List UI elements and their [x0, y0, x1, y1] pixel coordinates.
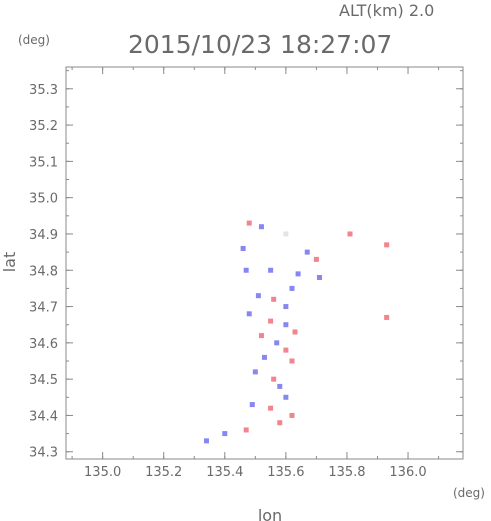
radar-cell: [222, 431, 228, 437]
altitude-label: ALT(km) 2.0: [339, 1, 434, 20]
radar-cell: [283, 347, 289, 353]
radar-cell: [262, 354, 267, 360]
radar-cell: [277, 383, 283, 389]
x-tick-label: 135.4: [206, 465, 243, 480]
radar-cell: [271, 296, 277, 302]
y-tick-label: 35.0: [29, 192, 58, 207]
radar-cell: [252, 369, 258, 375]
radar-cell: [243, 267, 249, 273]
x-tick-label: 135.0: [84, 465, 121, 480]
y-tick-label: 34.7: [29, 301, 58, 316]
radar-cell: [271, 376, 277, 382]
radar-cell: [255, 293, 261, 299]
x-tick-label: 135.8: [328, 465, 365, 480]
radar-cell: [283, 304, 289, 310]
radar-cell: [246, 220, 252, 226]
radar-cell: [384, 242, 390, 248]
radar-cell: [384, 314, 390, 320]
timestamp-title: 2015/10/23 18:27:07: [128, 30, 392, 59]
y-tick-label: 34.3: [29, 446, 58, 461]
radar-cell: [203, 438, 209, 444]
plot-frame: [65, 66, 464, 460]
y-tick-label: 34.4: [29, 409, 58, 424]
y-tick-label: 34.9: [29, 228, 58, 243]
radar-cell: [289, 285, 295, 291]
x-tick-label: 135.2: [145, 465, 182, 480]
x-unit-label: (deg): [453, 486, 485, 500]
axis-ticks: 135.0 135.2 135.4 135.6 135.8 136.0 34.3 34.4 34…: [29, 67, 463, 480]
radar-cell: [274, 340, 280, 346]
radar-cell: [240, 245, 246, 251]
x-tick-label: 136.0: [389, 465, 426, 480]
y-axis-title: lat: [0, 252, 19, 273]
y-tick-label: 35.3: [29, 83, 58, 98]
radar-cell: [283, 231, 289, 237]
radar-cell: [313, 256, 319, 262]
radar-cell: [246, 311, 252, 317]
radar-cell: [283, 394, 289, 400]
radar-cell: [258, 224, 264, 230]
x-axis-title: lon: [258, 506, 282, 521]
y-tick-label: 34.5: [29, 373, 58, 388]
y-unit-label: (deg): [18, 33, 50, 47]
radar-cell: [289, 412, 295, 418]
radar-cell: [283, 322, 289, 328]
radar-cell: [268, 267, 274, 273]
radar-cell: [304, 249, 310, 255]
x-tick-label: 135.6: [267, 465, 304, 480]
radar-cell: [268, 405, 274, 411]
radar-cell: [295, 271, 301, 277]
y-tick-label: 34.6: [29, 337, 58, 352]
y-tick-label: 35.2: [29, 119, 58, 134]
radar-cell: [289, 358, 295, 364]
radar-cell: [258, 333, 264, 339]
y-tick-label: 34.8: [29, 264, 58, 279]
radar-cell: [292, 329, 298, 335]
radar-cell: [277, 420, 283, 426]
radar-cell: [243, 427, 249, 433]
radar-cell: [347, 231, 353, 237]
y-tick-label: 35.1: [29, 155, 58, 170]
radar-cell: [249, 402, 255, 408]
radar-cell: [268, 318, 274, 324]
radar-cell: [316, 275, 322, 281]
data-marks: [203, 220, 390, 444]
